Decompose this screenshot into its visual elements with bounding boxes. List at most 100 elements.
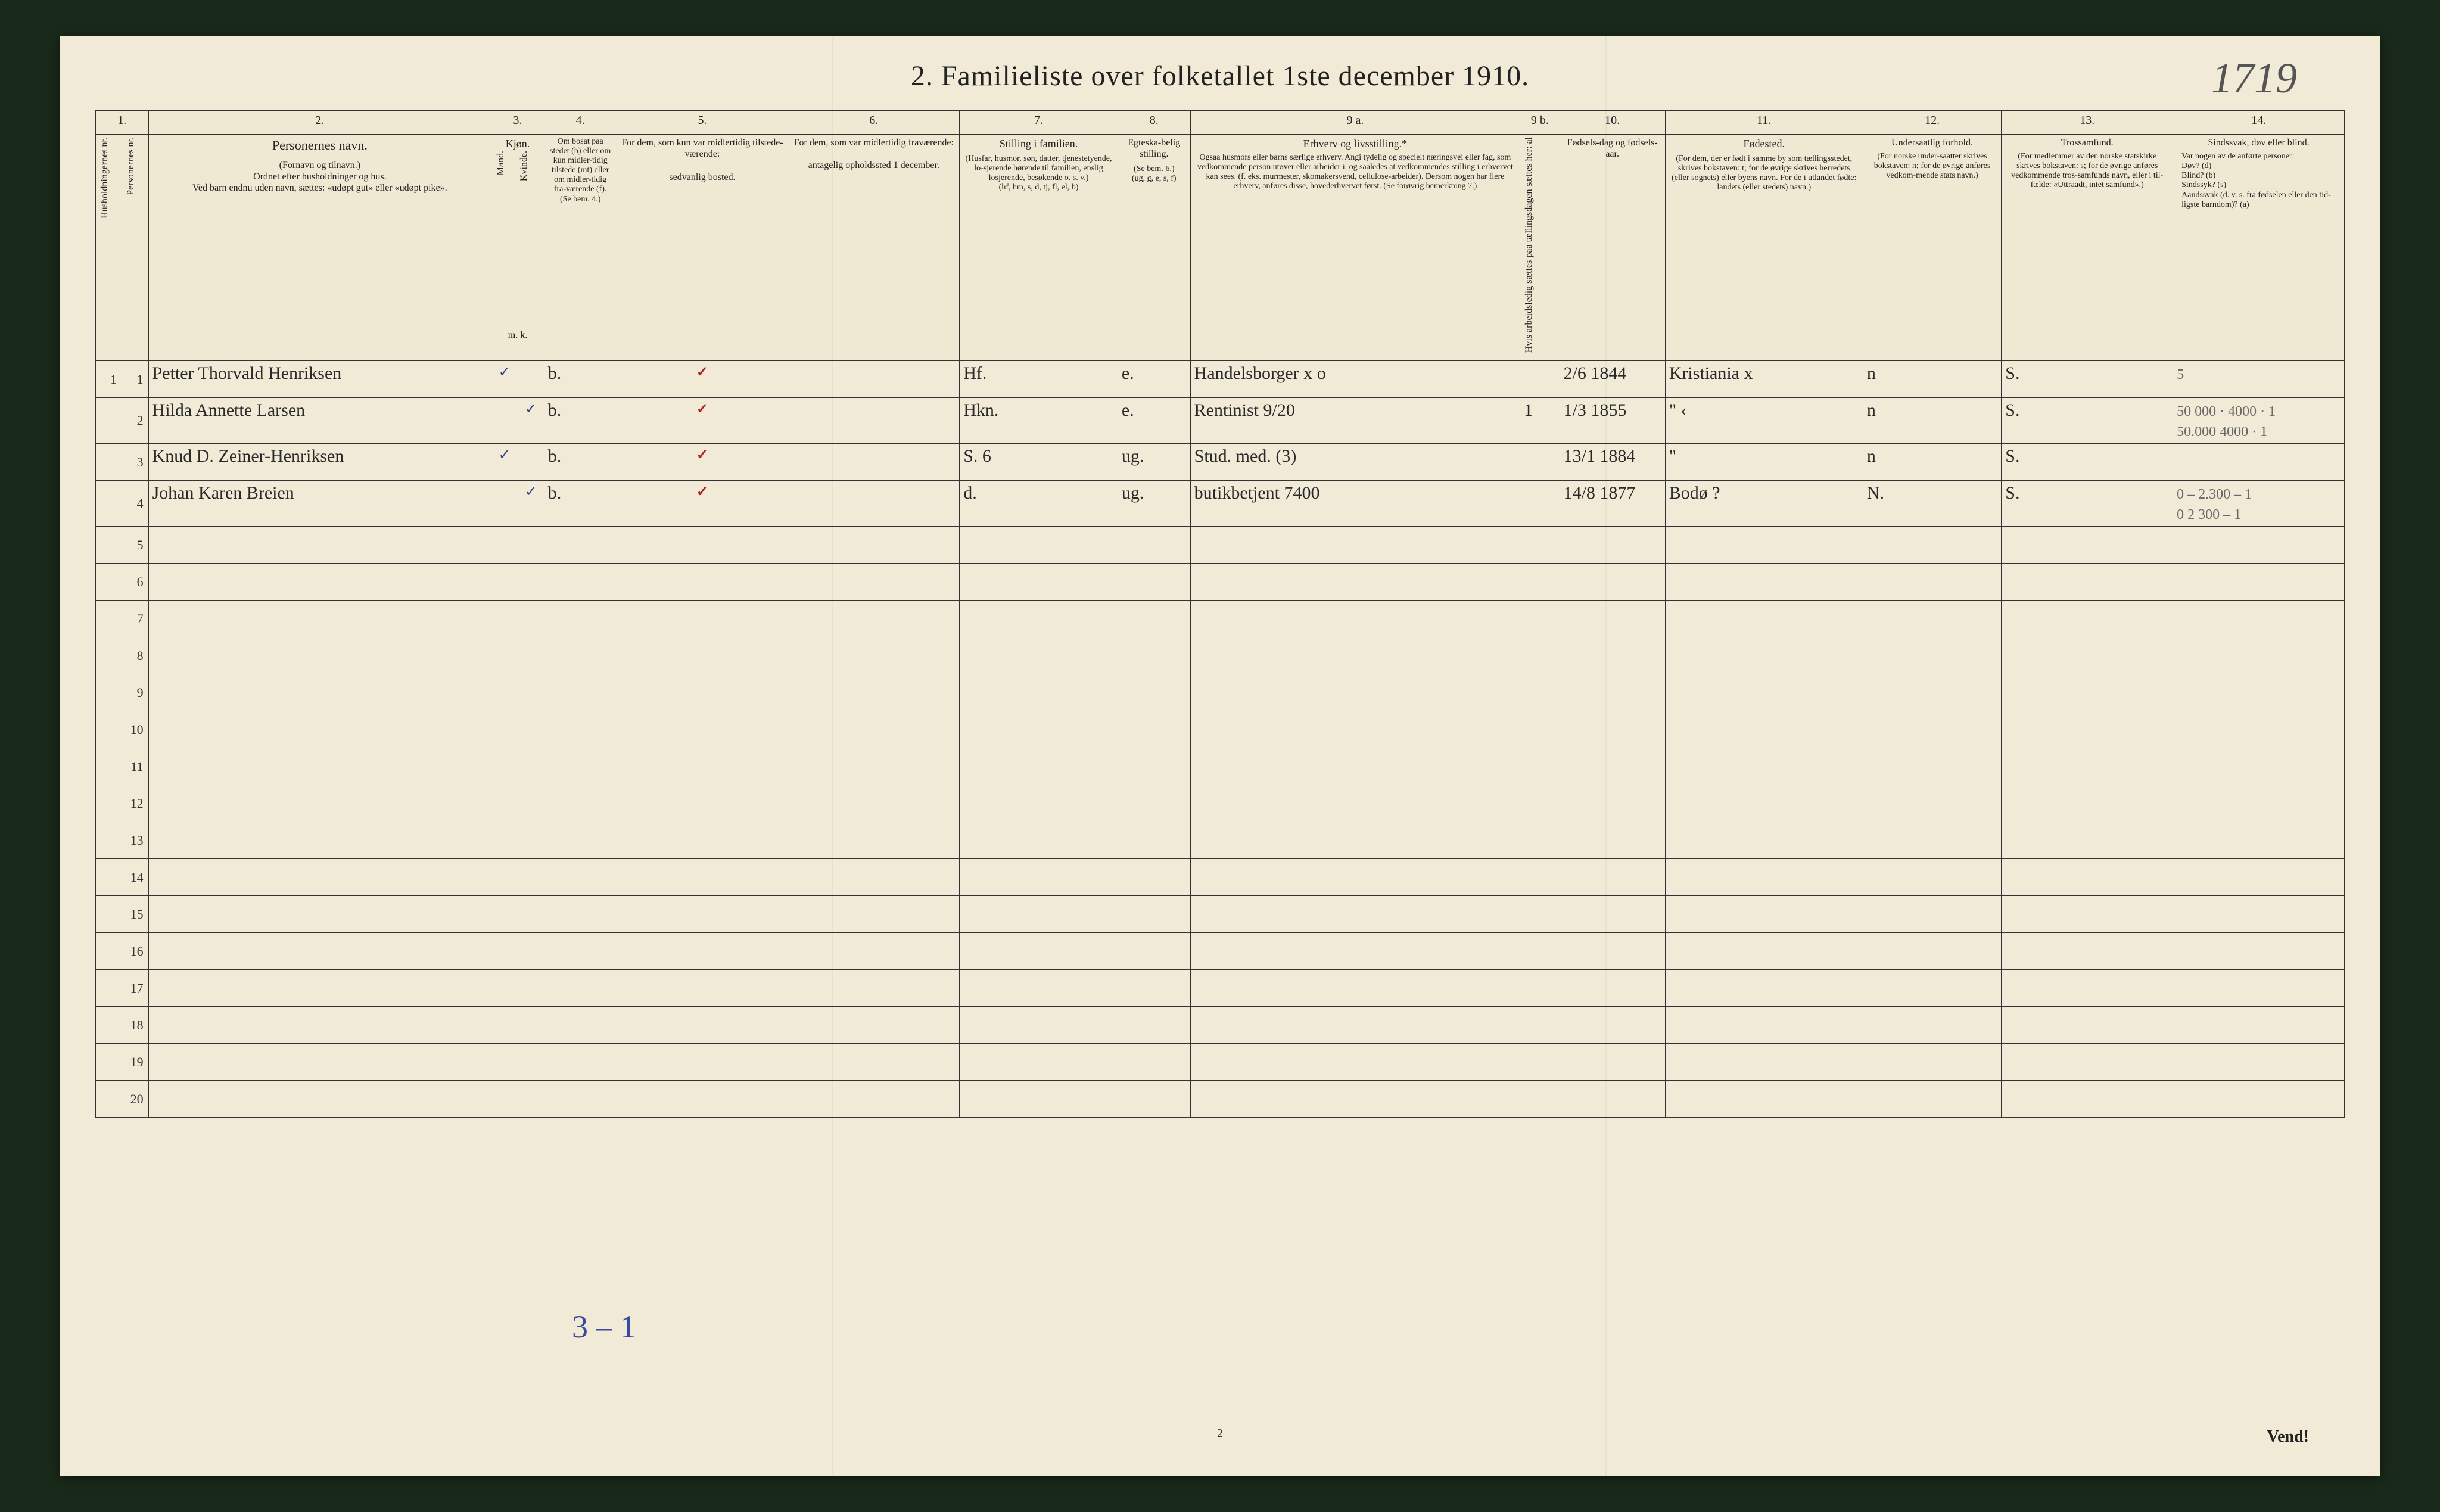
unemployed — [1520, 970, 1560, 1007]
col5-mark — [617, 748, 788, 785]
family-position — [960, 933, 1118, 970]
margin-tally: 3 – 1 — [572, 1308, 636, 1345]
birth-date — [1560, 859, 1665, 896]
household-nr — [96, 527, 122, 564]
column-number-row: 1.2.3.4.5.6.7.8.9 a.9 b.10.11.12.13.14. — [96, 111, 2345, 135]
person-nr: 17 — [122, 970, 148, 1007]
birth-date — [1560, 711, 1665, 748]
col-9b-heading: Hvis arbeidsledig sættes paa tællingsdag… — [1524, 137, 1535, 353]
col-5-heading: For dem, som kun var midlertidig tilsted… — [617, 135, 788, 361]
residence-status — [544, 1044, 617, 1081]
absent-location — [788, 1081, 960, 1118]
residence-status: b. — [544, 481, 617, 527]
col-11-heading: Fødested. (For dem, der er født i samme … — [1665, 135, 1863, 361]
sex-female — [518, 361, 544, 398]
absent-location — [788, 637, 960, 674]
occupation — [1190, 970, 1520, 1007]
census-form-page: 2. Familieliste over folketallet 1ste de… — [60, 36, 2380, 1476]
religion — [2002, 637, 2173, 674]
occupation — [1190, 527, 1520, 564]
absent-location — [788, 896, 960, 933]
person-nr: 5 — [122, 527, 148, 564]
column-number: 13. — [2002, 111, 2173, 135]
absent-location — [788, 859, 960, 896]
birth-date — [1560, 564, 1665, 601]
sex-male — [491, 481, 518, 527]
col-10-heading: Fødsels-dag og fødsels-aar. — [1560, 135, 1665, 361]
column-number: 12. — [1863, 111, 2001, 135]
sex-female — [518, 822, 544, 859]
marital-status — [1118, 748, 1190, 785]
person-nr: 10 — [122, 711, 148, 748]
marital-status — [1118, 674, 1190, 711]
occupation — [1190, 1081, 1520, 1118]
sex-female — [518, 933, 544, 970]
column-number: 7. — [960, 111, 1118, 135]
religion — [2002, 859, 2173, 896]
disability-notes — [2173, 1007, 2345, 1044]
family-position — [960, 748, 1118, 785]
person-name — [148, 527, 491, 564]
religion — [2002, 1007, 2173, 1044]
person-name — [148, 1007, 491, 1044]
residence-status — [544, 637, 617, 674]
col5-mark — [617, 1081, 788, 1118]
person-nr: 16 — [122, 933, 148, 970]
sex-male — [491, 1044, 518, 1081]
col-13-heading: Trossamfund. (For medlemmer av den norsk… — [2002, 135, 2173, 361]
birth-place — [1665, 1044, 1863, 1081]
table-row: 13 — [96, 822, 2345, 859]
marital-status — [1118, 711, 1190, 748]
sex-female — [518, 637, 544, 674]
person-nr: 6 — [122, 564, 148, 601]
disability-notes — [2173, 1044, 2345, 1081]
household-nr — [96, 970, 122, 1007]
sex-male — [491, 970, 518, 1007]
unemployed — [1520, 933, 1560, 970]
disability-notes: 0 – 2.300 – 1 0 2 300 – 1 — [2173, 481, 2345, 527]
nationality — [1863, 527, 2001, 564]
table-row: 6 — [96, 564, 2345, 601]
col-7-heading: Stilling i familien. (Husfar, husmor, sø… — [960, 135, 1118, 361]
col5-mark — [617, 933, 788, 970]
family-position — [960, 822, 1118, 859]
absent-location — [788, 1007, 960, 1044]
table-row: 16 — [96, 933, 2345, 970]
sex-male — [491, 859, 518, 896]
absent-location — [788, 822, 960, 859]
residence-status — [544, 527, 617, 564]
absent-location — [788, 564, 960, 601]
disability-notes — [2173, 527, 2345, 564]
table-row: 10 — [96, 711, 2345, 748]
absent-location — [788, 748, 960, 785]
table-body: 11Petter Thorvald Henriksen✓b.✓Hf.e.Hand… — [96, 361, 2345, 1118]
table-row: 15 — [96, 896, 2345, 933]
birth-place — [1665, 1081, 1863, 1118]
nationality — [1863, 564, 2001, 601]
sex-female — [518, 564, 544, 601]
col5-mark — [617, 601, 788, 637]
unemployed — [1520, 1044, 1560, 1081]
column-number: 9 b. — [1520, 111, 1560, 135]
nationality: n — [1863, 444, 2001, 481]
column-number: 11. — [1665, 111, 1863, 135]
table-row: 20 — [96, 1081, 2345, 1118]
nationality — [1863, 1081, 2001, 1118]
marital-status — [1118, 1044, 1190, 1081]
nationality — [1863, 859, 2001, 896]
person-name — [148, 822, 491, 859]
nationality — [1863, 674, 2001, 711]
col-1a-heading: Husholdningernes nr. — [99, 137, 110, 219]
absent-location — [788, 785, 960, 822]
sex-female — [518, 601, 544, 637]
sex-male — [491, 1007, 518, 1044]
birth-place — [1665, 637, 1863, 674]
occupation — [1190, 933, 1520, 970]
birth-place — [1665, 748, 1863, 785]
person-nr: 4 — [122, 481, 148, 527]
unemployed — [1520, 711, 1560, 748]
household-nr — [96, 785, 122, 822]
household-nr — [96, 748, 122, 785]
table-row: 7 — [96, 601, 2345, 637]
residence-status — [544, 896, 617, 933]
